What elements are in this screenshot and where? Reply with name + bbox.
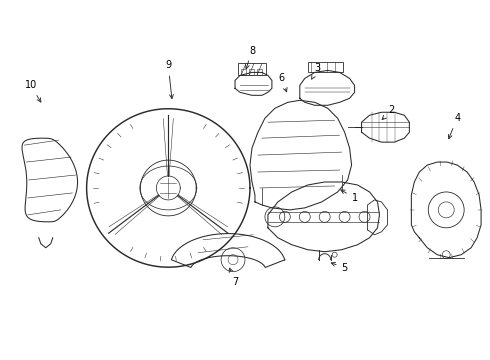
Bar: [249, 69, 254, 75]
Text: 5: 5: [331, 262, 348, 273]
Text: 6: 6: [279, 73, 287, 92]
Text: 2: 2: [382, 105, 394, 120]
Text: 4: 4: [448, 113, 460, 139]
Bar: [257, 69, 262, 75]
Bar: [241, 69, 246, 75]
Text: 10: 10: [24, 80, 41, 102]
Text: 3: 3: [312, 63, 321, 79]
Text: 9: 9: [165, 60, 173, 99]
Text: 7: 7: [229, 268, 238, 287]
Text: 8: 8: [245, 45, 255, 69]
Text: 1: 1: [341, 190, 358, 203]
